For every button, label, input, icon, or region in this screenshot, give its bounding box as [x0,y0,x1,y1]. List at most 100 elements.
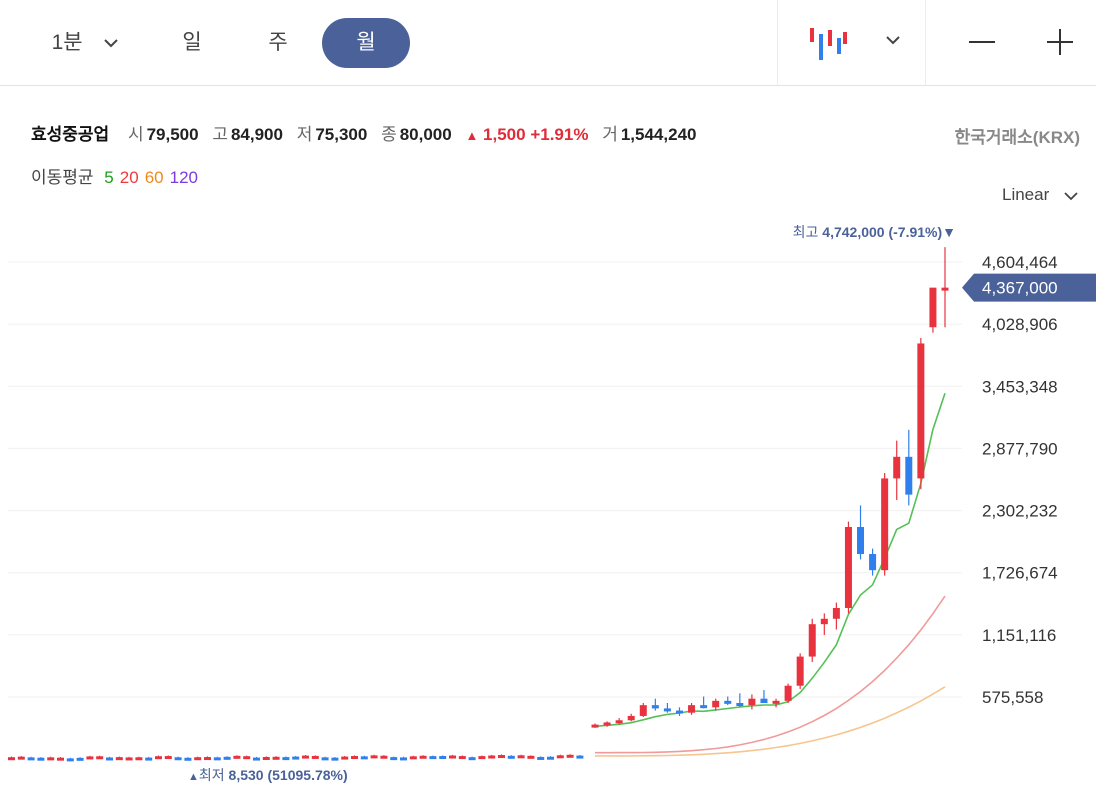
open-label: 시 [127,125,144,144]
candle [639,705,647,716]
highest-price-marker: 최고 4,742,000 (-7.91%)▼ [793,224,956,240]
candle [292,756,300,760]
candle [941,287,949,291]
candle [468,757,476,761]
down-arrow-icon: ▼ [942,224,956,240]
highest-label: 최고 [793,224,823,240]
candle [223,756,231,760]
zoom-in-button[interactable] [1040,22,1080,62]
candle [8,757,15,761]
candle [772,700,780,704]
minus-icon [969,41,995,43]
volume-value: 1,544,240 [620,125,697,144]
lowest-label: 최저 [199,767,229,783]
candle [736,702,744,706]
candle [796,656,804,686]
candle [253,757,260,761]
stock-name: 효성중공업 [31,125,110,144]
y-tick-label: 2,877,790 [982,439,1058,458]
candle [651,705,659,709]
moving-average-legend: 이동평균 5 20 60 120 [31,163,204,188]
candle [488,755,496,759]
candle [115,757,123,761]
timeframe-1min-button[interactable]: 1분 [30,18,140,68]
candle [675,710,683,714]
candle [321,757,329,761]
candle [272,756,280,760]
candle [204,757,211,761]
candle [688,705,696,713]
y-tick-label: 2,302,232 [982,502,1058,521]
candle [47,757,55,761]
candle [591,724,599,728]
candle [419,755,427,759]
volume-label: 거 [602,125,618,144]
exchange-name: 한국거래소(KRX) [954,128,1080,147]
candle [700,705,708,709]
candle [96,756,104,760]
candle [857,527,865,555]
current-price-tag [962,273,1096,302]
scale-mode-label: Linear [1002,185,1050,204]
candle [37,757,45,761]
current-price-label: 4,367,000 [982,279,1058,298]
candle [881,478,889,571]
high-value: 84,900 [230,125,283,144]
candle [400,757,407,761]
candle [566,754,574,758]
candle [507,755,515,759]
candle [360,756,368,760]
candle [712,700,720,708]
candle [331,757,339,761]
moving-average-lines [594,393,946,757]
candle [820,618,828,625]
y-tick-label: 1,151,116 [982,626,1056,645]
ma-60-line [595,686,946,757]
candle [615,720,623,724]
candle [135,757,143,761]
candle [66,758,74,762]
timeframe-month-button[interactable]: 월 [322,18,410,68]
candle [449,755,456,759]
ma-20-label: 20 [119,168,139,187]
candle [905,456,913,495]
chart-type-dropdown-toggle[interactable] [878,26,908,56]
y-tick-label: 4,604,464 [982,253,1058,272]
candle [808,624,816,657]
y-tick-label: 575,558 [982,688,1043,707]
candle [409,756,417,760]
candlestick-icon [810,28,847,60]
candle [603,722,611,726]
candle [262,756,270,760]
y-tick-label: 3,453,348 [982,377,1058,396]
candle [760,698,768,703]
lowest-price-marker: ▲최저 8,530 (51095.78%) [188,767,348,783]
close-value: 80,000 [399,125,452,144]
zoom-out-button[interactable] [962,22,1002,62]
price-axis: 4,604,464 4,028,906 3,453,348 2,877,790 2,30… [982,253,1058,707]
candle [547,756,554,760]
chevron-down-icon [104,39,119,48]
chart-type-button[interactable] [800,22,860,66]
candle [748,698,756,706]
divider [777,0,778,85]
price-chart[interactable]: 4,604,464 4,028,906 3,453,348 2,877,790 2,30… [0,200,1096,793]
candle [869,554,877,571]
candle [86,756,94,760]
candle [184,757,192,761]
candle [498,755,505,759]
ma-60-label: 60 [144,168,164,187]
candle [893,456,901,479]
close-label: 종 [381,125,397,144]
timeframe-week-button[interactable]: 주 [268,31,288,54]
scale-mode-select[interactable]: Linear [1002,185,1078,205]
candle [917,343,925,479]
candle [627,715,635,721]
candle [17,756,25,760]
candles [8,247,949,762]
candle [155,756,162,760]
timeframe-day-button[interactable]: 일 [182,31,202,54]
candle [370,755,378,759]
candle [311,755,319,759]
candle [106,757,113,761]
